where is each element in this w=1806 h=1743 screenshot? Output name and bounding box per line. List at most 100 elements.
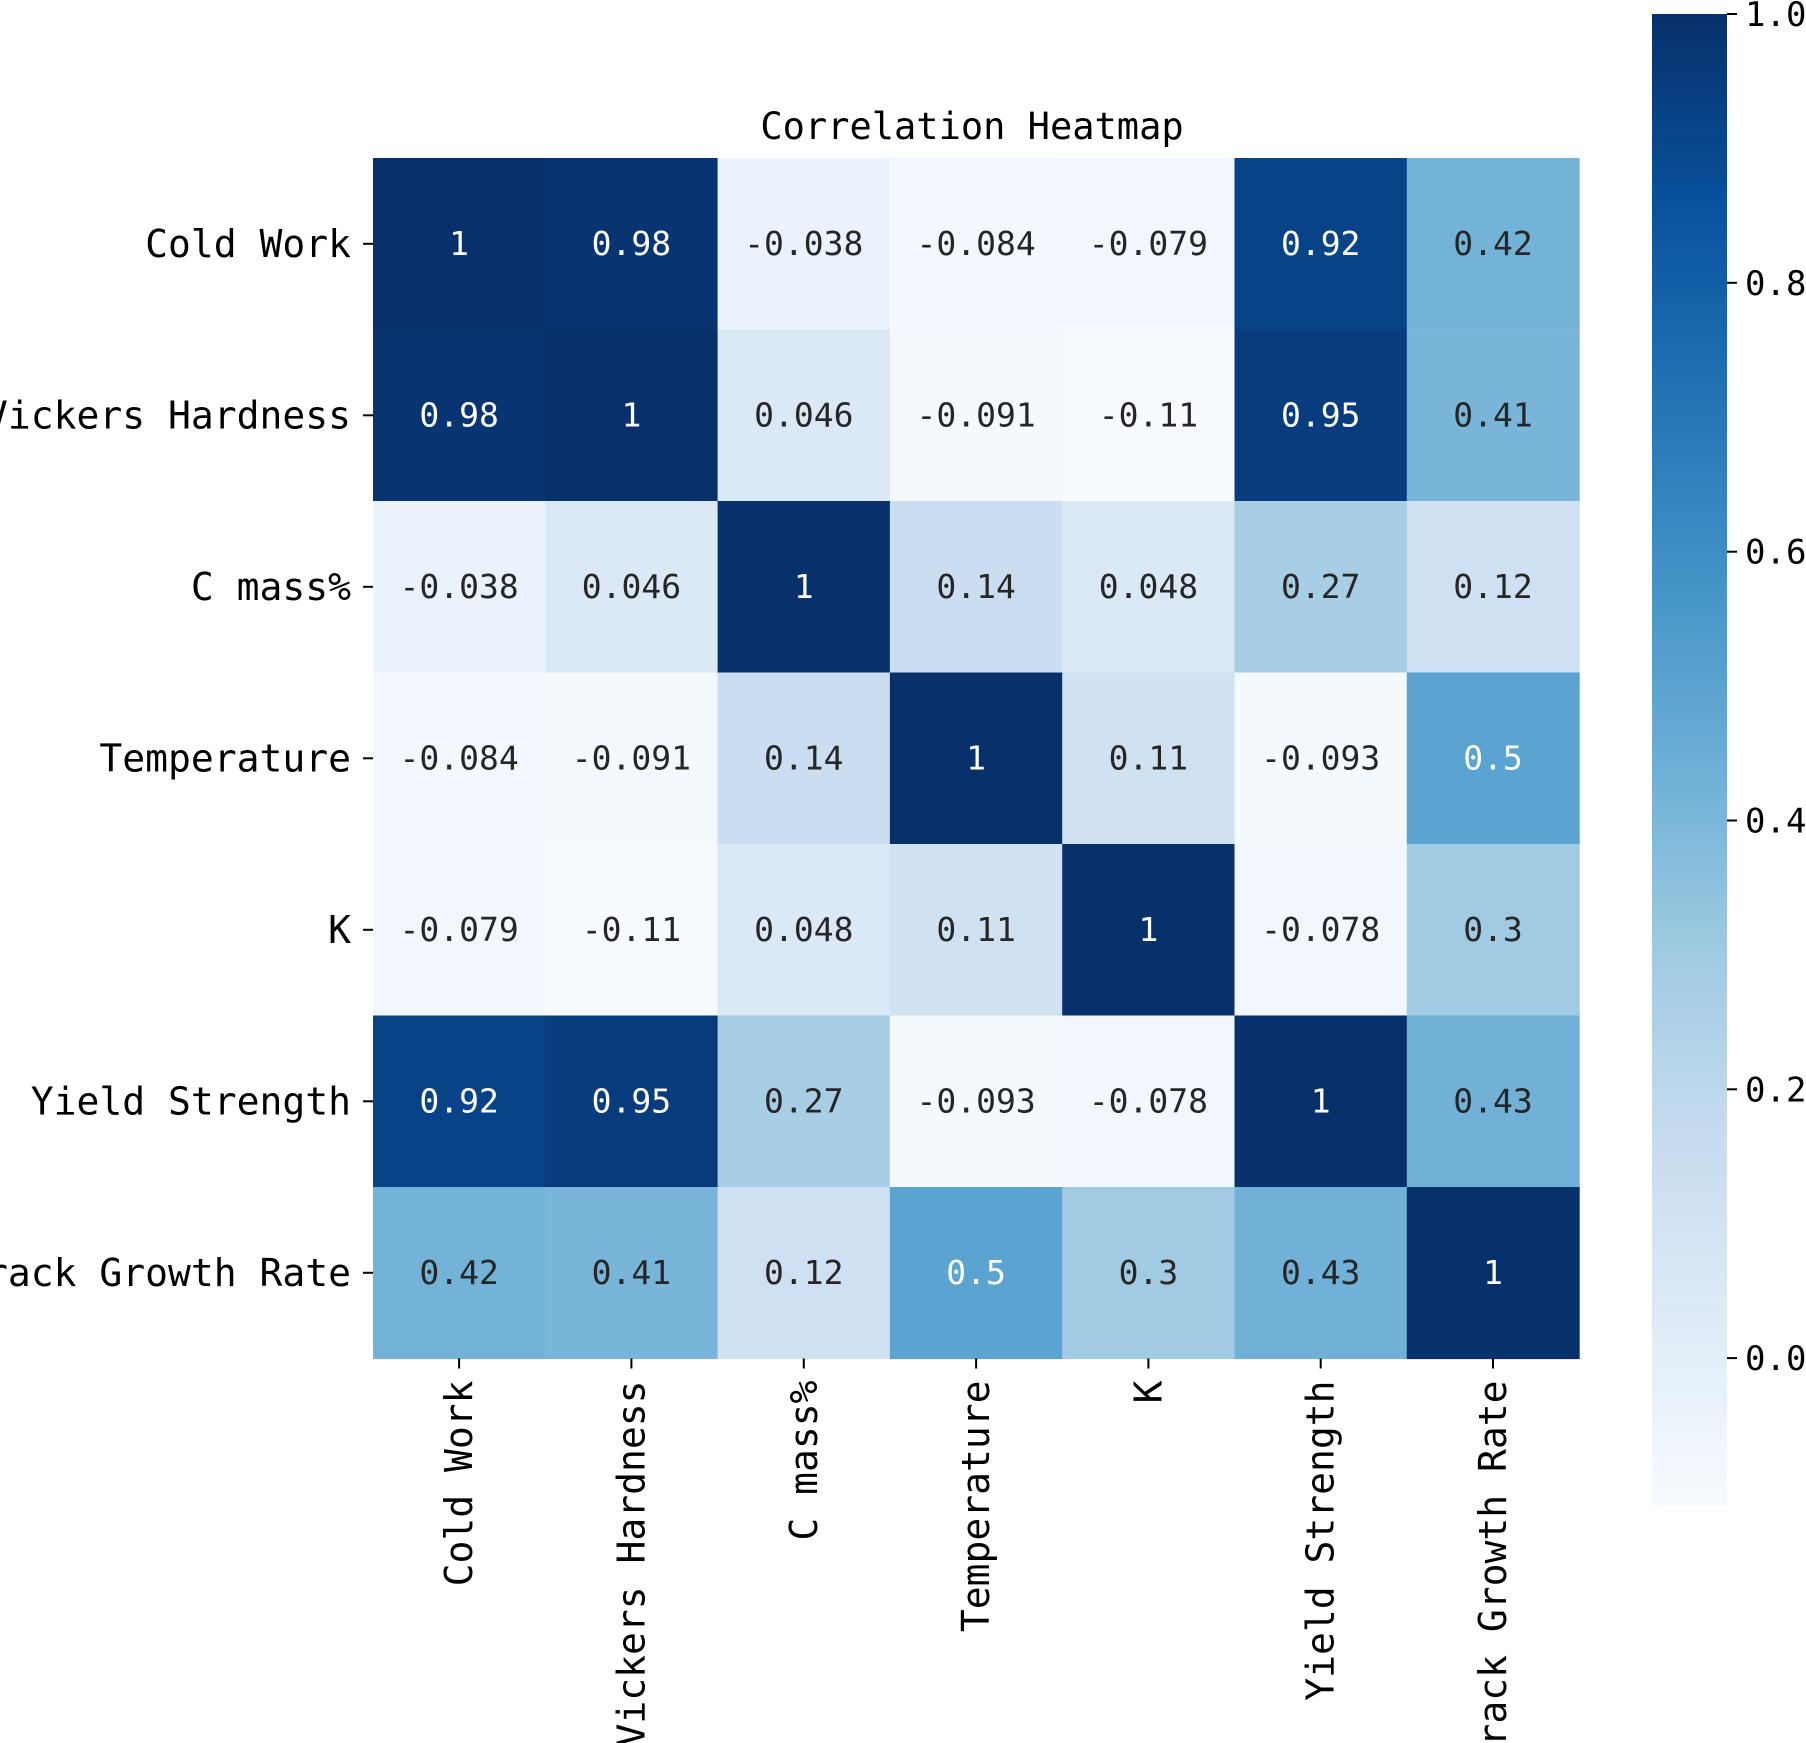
- heatmap-cell: [373, 844, 546, 1017]
- cell-value-label: 0.12: [764, 1253, 843, 1292]
- heatmap-cell: [1234, 501, 1408, 674]
- heatmap-cell: [889, 501, 1063, 674]
- cell-value-label: 0.42: [1453, 224, 1532, 263]
- column-labels: Cold Work Vickers Hardness C mass% Temperat…: [437, 1358, 1515, 1743]
- row-labels: Cold Work Vickers Hardness C mass% Temperat…: [0, 222, 373, 1295]
- heatmap-cell: [717, 329, 891, 502]
- heatmap-cell: [1062, 672, 1236, 845]
- cell-value-label: 1: [794, 567, 814, 606]
- heatmap-cell: [1406, 1015, 1580, 1188]
- y-tick-label: Crack Growth Rate: [0, 1251, 351, 1295]
- cell-value-label: 0.95: [1281, 395, 1360, 434]
- heatmap-cell: [1234, 844, 1408, 1017]
- cell-value-label: 0.3: [1463, 910, 1523, 949]
- chart-title: Correlation Heatmap: [760, 105, 1183, 148]
- cell-value-label: -0.091: [572, 738, 691, 777]
- heatmap-cell: [545, 501, 719, 674]
- heatmap-cell: [717, 1015, 891, 1188]
- heatmap-cell: [717, 844, 891, 1017]
- cell-value-label: 1: [1138, 910, 1158, 949]
- y-tick-label: Temperature: [99, 736, 351, 780]
- cell-value-label: -0.078: [1089, 1081, 1208, 1120]
- heatmap-cell: [1062, 501, 1236, 674]
- heatmap-cell: [1406, 501, 1580, 674]
- heatmap-cell: [1406, 158, 1580, 331]
- cell-value-label: 1: [1311, 1081, 1331, 1120]
- cell-value-label: 0.14: [936, 567, 1015, 606]
- y-tick-label: C mass%: [191, 565, 351, 609]
- x-tick-label: Yield Strength: [1299, 1381, 1343, 1701]
- cell-value-label: 1: [621, 395, 641, 434]
- x-tick-label: Temperature: [954, 1381, 998, 1633]
- cell-value-label: -0.078: [1261, 910, 1380, 949]
- cell-value-label: -0.093: [1261, 738, 1380, 777]
- cell-value-label: 0.27: [764, 1081, 843, 1120]
- heatmap-cell: [717, 672, 891, 845]
- cell-value-label: -0.084: [916, 224, 1035, 263]
- colorbar-tick-label: 0.6: [1745, 533, 1806, 573]
- cell-value-label: -0.093: [916, 1081, 1035, 1120]
- heatmap-cell: [1406, 329, 1580, 502]
- heatmap-cell: [373, 501, 546, 674]
- cell-value-label: -0.079: [1089, 224, 1208, 263]
- cell-value-label: 1: [966, 738, 986, 777]
- cell-value-label: 0.41: [592, 1253, 671, 1292]
- x-tick-label: Vickers Hardness: [609, 1381, 653, 1743]
- colorbar-tick-label: 1.0: [1745, 0, 1806, 35]
- x-tick-label: Cold Work: [437, 1380, 481, 1586]
- heatmap-cell: [889, 1187, 1063, 1360]
- cell-value-label: -0.091: [916, 395, 1035, 434]
- heatmap-cell: [1062, 329, 1236, 502]
- cell-value-label: 1: [1483, 1253, 1503, 1292]
- heatmap-cell: [1062, 844, 1236, 1017]
- cell-value-label: 0.048: [1099, 567, 1198, 606]
- cell-value-label: 1: [449, 224, 469, 263]
- cell-value-label: 0.14: [764, 738, 843, 777]
- heatmap-cell: [1406, 672, 1580, 845]
- heatmap-cell: [717, 1187, 891, 1360]
- cell-value-label: -0.038: [399, 567, 518, 606]
- heatmap-cell: [1062, 1015, 1236, 1188]
- x-tick-label: K: [1126, 1380, 1170, 1403]
- heatmap-cells: 1 0.98 -0.038 -0.084 -0.079 0.92 0.42 0.98 1 0.04…: [373, 158, 1580, 1360]
- cell-value-label: -0.079: [399, 910, 518, 949]
- colorbar-tick-label: 0.0: [1745, 1339, 1806, 1379]
- heatmap-cell: [545, 158, 719, 331]
- cell-value-label: -0.11: [1099, 395, 1198, 434]
- y-tick-label: Yield Strength: [31, 1079, 351, 1123]
- heatmap-cell: [1406, 844, 1580, 1017]
- cell-value-label: 0.43: [1453, 1081, 1532, 1120]
- heatmap-cell: [373, 672, 546, 845]
- heatmap-cell: [1406, 1187, 1580, 1360]
- cell-value-label: 0.41: [1453, 395, 1532, 434]
- heatmap-cell: [545, 1187, 719, 1360]
- heatmap-cell: [717, 501, 891, 674]
- heatmap-cell: [889, 1015, 1063, 1188]
- heatmap-cell: [1234, 329, 1408, 502]
- cell-value-label: 0.27: [1281, 567, 1360, 606]
- heatmap-cell: [373, 1187, 546, 1360]
- heatmap-cell: [545, 1015, 719, 1188]
- heatmap-cell: [1234, 672, 1408, 845]
- colorbar-tick-label: 0.8: [1745, 264, 1806, 304]
- cell-value-label: -0.11: [582, 910, 681, 949]
- cell-value-label: 0.5: [946, 1253, 1006, 1292]
- colorbar-tick-label: 0.2: [1745, 1070, 1806, 1110]
- y-tick-label: Cold Work: [145, 222, 351, 266]
- cell-value-label: 0.98: [592, 224, 671, 263]
- y-tick-label: K: [328, 908, 351, 952]
- cell-value-label: 0.42: [419, 1253, 498, 1292]
- heatmap-cell: [889, 844, 1063, 1017]
- cell-value-label: 0.95: [592, 1081, 671, 1120]
- colorbar-gradient: [1652, 14, 1727, 1506]
- x-tick-label: Crack Growth Rate: [1471, 1381, 1515, 1743]
- heatmap-cell: [373, 158, 546, 331]
- cell-value-label: 0.5: [1463, 738, 1523, 777]
- cell-value-label: 0.92: [1281, 224, 1360, 263]
- heatmap-cell: [545, 329, 719, 502]
- colorbar: 1.0 0.8 0.6 0.4 0.2 0.0: [1652, 0, 1806, 1506]
- cell-value-label: 0.046: [582, 567, 681, 606]
- heatmap-cell: [1234, 158, 1408, 331]
- heatmap-cell: [889, 158, 1063, 331]
